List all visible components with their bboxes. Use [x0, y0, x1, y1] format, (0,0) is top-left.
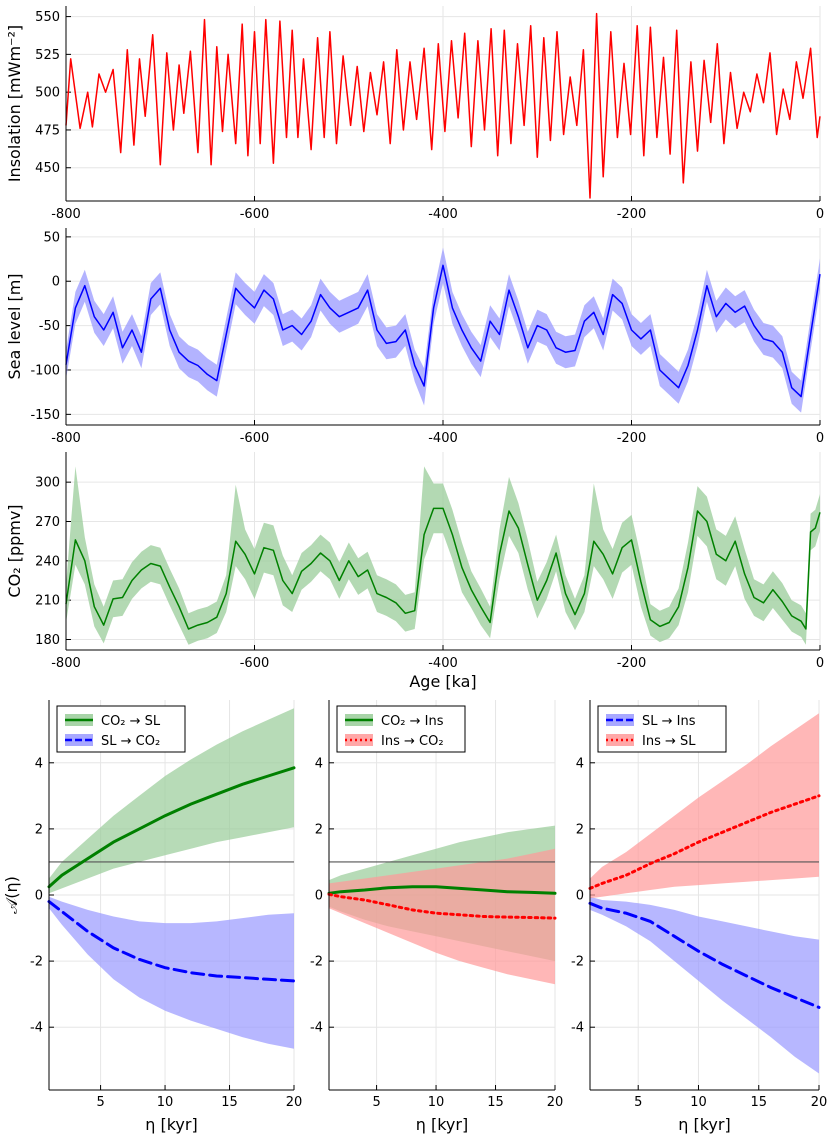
y-tick-label: 0 — [576, 889, 584, 904]
y-tick-label: -4 — [30, 1021, 43, 1036]
y-tick-label: -4 — [571, 1021, 584, 1036]
x-tick-label: 5 — [634, 1095, 642, 1110]
x-tick-label: 0 — [816, 207, 824, 222]
sea_level-series-line — [65, 264, 821, 398]
legend-label: Ins → SL — [642, 734, 696, 749]
legend: SL → Ins Ins → SL — [597, 705, 727, 753]
y-tick-label: 2 — [315, 822, 323, 837]
x-tick-label: 20 — [286, 1095, 303, 1110]
confidence-band — [590, 896, 819, 1074]
x-tick-label: 15 — [221, 1095, 238, 1110]
legend: CO₂ → SL SL → CO₂ — [56, 705, 186, 753]
x-tick-label: -200 — [617, 431, 647, 446]
panel-co2_sl: 5 10 15 20 -4 -2 0 2 4 η [kyr] CO₂ → SL SL → CO₂ — [30, 700, 302, 1134]
panel-co2: -800 -600 -400 -200 0 180 210 240 270 300 CO₂ [ppm… — [5, 452, 824, 671]
series-line — [327, 885, 557, 895]
y-tick-label: -150 — [30, 408, 60, 423]
x-tick-label: 20 — [811, 1095, 828, 1110]
y-tick-label: -2 — [571, 955, 584, 970]
y-tick-label: 2 — [35, 822, 43, 837]
series-line — [47, 766, 296, 889]
x-tick-label: -600 — [240, 207, 270, 222]
x-tick-label: 0 — [816, 431, 824, 446]
y-tick-label: 210 — [35, 594, 60, 609]
series-line — [588, 794, 821, 890]
y-axis-label: CO₂ [ppmv] — [5, 504, 24, 597]
legend-swatch-band — [345, 734, 373, 746]
series-line — [47, 900, 296, 983]
legend-label: Ins → CO₂ — [381, 734, 444, 749]
legend-swatch-band — [606, 734, 634, 746]
y-tick-label: -4 — [310, 1021, 323, 1036]
confidence-band — [49, 896, 294, 1049]
x-tick-label: 5 — [372, 1095, 380, 1110]
panel-co2_ins: 5 10 15 20 -4 -2 0 2 4 η [kyr] CO₂ → Ins Ins → CO₂ — [310, 700, 563, 1134]
y-tick-label: 450 — [35, 161, 60, 176]
legend-label: CO₂ → Ins — [381, 714, 444, 729]
series-line — [327, 892, 557, 920]
x-axis-label: η [kyr] — [678, 1115, 730, 1134]
x-tick-label: -200 — [617, 207, 647, 222]
confidence-band — [329, 848, 555, 985]
y-tick-label: 50 — [43, 230, 60, 245]
x-tick-label: -600 — [240, 431, 270, 446]
x-axis-label: η [kyr] — [416, 1115, 468, 1134]
y-tick-label: 270 — [35, 515, 60, 530]
bottom-y-axis-label: 𝒜(η) — [2, 876, 21, 914]
x-tick-label: -200 — [617, 656, 647, 671]
y-axis-label: Insolation [mWm⁻²] — [5, 25, 24, 182]
sea_level-uncertainty-band — [66, 247, 820, 413]
x-axis-label: η [kyr] — [145, 1115, 197, 1134]
y-tick-label: 4 — [576, 756, 584, 771]
y-tick-label: -50 — [39, 319, 60, 334]
panel-insolation: -800 -600 -400 -200 0 450 475 500 525 550 Insolati… — [5, 6, 824, 222]
y-tick-label: 0 — [52, 275, 60, 290]
x-tick-label: -800 — [51, 207, 81, 222]
x-tick-label: 0 — [816, 656, 824, 671]
y-tick-label: 525 — [35, 48, 60, 63]
y-tick-label: 240 — [35, 554, 60, 569]
y-tick-label: 500 — [35, 86, 60, 101]
y-tick-label: 0 — [315, 889, 323, 904]
x-tick-label: 5 — [96, 1095, 104, 1110]
y-tick-label: -100 — [30, 363, 60, 378]
x-tick-label: -400 — [428, 656, 458, 671]
y-tick-label: 0 — [35, 889, 43, 904]
insolation-series-line — [65, 12, 821, 199]
co2-uncertainty-band — [66, 466, 820, 645]
y-tick-label: 4 — [35, 756, 43, 771]
x-tick-label: -400 — [428, 431, 458, 446]
legend: CO₂ → Ins Ins → CO₂ — [336, 705, 466, 753]
y-tick-label: 475 — [35, 123, 60, 138]
x-tick-label: -400 — [428, 207, 458, 222]
y-tick-label: 300 — [35, 476, 60, 491]
y-tick-label: 180 — [35, 633, 60, 648]
y-tick-label: 4 — [315, 756, 323, 771]
x-tick-label: 10 — [428, 1095, 445, 1110]
panel-sl_ins: 5 10 15 20 -4 -2 0 2 4 η [kyr] SL → Ins Ins → SL — [571, 700, 827, 1134]
x-tick-label: 15 — [487, 1095, 504, 1110]
y-tick-label: 2 — [576, 822, 584, 837]
x-tick-label: 10 — [157, 1095, 174, 1110]
y-axis-label: Sea level [m] — [5, 273, 24, 379]
legend-label: SL → CO₂ — [101, 734, 160, 749]
x-tick-label: -800 — [51, 656, 81, 671]
x-tick-label: -600 — [240, 656, 270, 671]
series-line — [588, 901, 821, 1009]
x-tick-label: -800 — [51, 431, 81, 446]
x-tick-label: 15 — [750, 1095, 767, 1110]
legend-label: SL → Ins — [642, 714, 696, 729]
x-tick-label: 20 — [547, 1095, 564, 1110]
x-axis-label: Age [ka] — [409, 672, 476, 691]
legend-label: CO₂ → SL — [101, 714, 161, 729]
confidence-band — [49, 708, 294, 894]
y-tick-label: 550 — [35, 10, 60, 25]
panel-sea_level: -800 -600 -400 -200 0 -150 -100 -50 0 50 Sea level… — [5, 228, 824, 446]
y-tick-label: -2 — [310, 955, 323, 970]
co2-series-line — [65, 507, 821, 630]
x-tick-label: 10 — [690, 1095, 707, 1110]
y-tick-label: -2 — [30, 955, 43, 970]
confidence-band — [590, 713, 819, 899]
